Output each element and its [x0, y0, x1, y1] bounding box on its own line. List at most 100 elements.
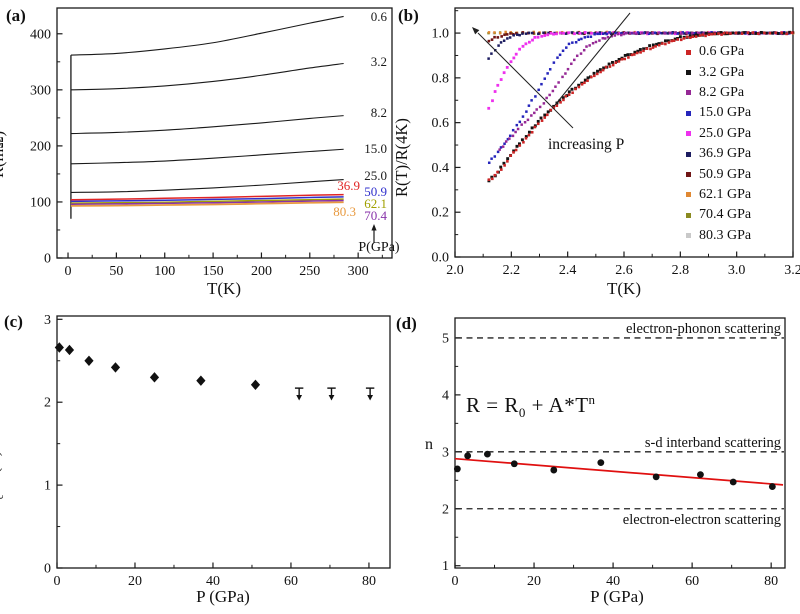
legend-entry-50.9GPa: 50.9 GPa [686, 164, 751, 184]
data-point [636, 49, 640, 53]
data-point [579, 52, 583, 55]
data-point [610, 34, 613, 38]
data-point [546, 72, 549, 75]
legend-swatch [686, 90, 691, 96]
data-point [630, 53, 634, 57]
data-point [604, 65, 608, 69]
y-tick-label: 4 [442, 388, 449, 403]
data-point [533, 35, 537, 39]
tc-diamond-point [149, 372, 160, 383]
data-point [504, 30, 507, 34]
data-point [620, 57, 624, 61]
data-point [663, 32, 667, 35]
data-point [672, 39, 676, 42]
panel-c-xlabel: P (GPa) [196, 587, 250, 606]
data-point [514, 130, 517, 134]
legend-label: 8.2 GPa [699, 84, 745, 100]
data-point [496, 36, 500, 39]
data-point [546, 113, 549, 117]
data-point [651, 46, 655, 49]
panel-b: 2.0 2.2 2.4 2.6 2.8 3.0 3.2 0.0 0.2 0.4 0.6 0.8 1.0 [432, 7, 800, 278]
data-point [493, 31, 496, 34]
data-point [521, 115, 525, 118]
data-point [613, 34, 617, 37]
legend-swatch [686, 212, 691, 218]
data-point [491, 177, 494, 181]
limit-arrow-head [328, 395, 335, 401]
data-point [588, 31, 592, 35]
data-point [490, 175, 494, 179]
data-point [704, 34, 707, 38]
data-point [598, 39, 601, 42]
y-tick-label: 2 [44, 396, 51, 411]
panel-d-ylabel: n [425, 436, 433, 453]
data-point [759, 30, 763, 34]
panel-d: 0 20 40 60 80 1 2 3 4 5 [442, 317, 786, 589]
data-point [678, 31, 682, 35]
y-tick-label: 0.6 [432, 116, 450, 131]
annotation-line [554, 12, 631, 106]
data-point [657, 42, 661, 46]
data-point [688, 34, 692, 38]
data-point [518, 142, 521, 146]
tc-upper-limit-marker [327, 387, 336, 401]
panel-d-letter: (d) [396, 314, 417, 333]
data-point [678, 35, 682, 39]
resistance-curve-50.9GPa [70, 196, 344, 203]
data-point [649, 47, 652, 51]
data-point [561, 49, 565, 53]
data-point [780, 31, 783, 35]
data-point [764, 31, 768, 35]
data-point [546, 110, 550, 114]
data-point [740, 32, 744, 35]
tc-diamond-point [64, 344, 75, 356]
y-tick-label: 0 [44, 562, 51, 577]
curve-label-80.3: 80.3 [333, 204, 356, 219]
data-point [536, 122, 540, 126]
data-point [710, 32, 713, 36]
data-point [596, 69, 599, 73]
tc-subscript: c [0, 495, 6, 499]
data-point [577, 38, 581, 42]
data-point [499, 41, 503, 44]
exponent-data-point [697, 471, 704, 479]
data-point [722, 31, 726, 35]
limit-arrow-head [296, 395, 303, 401]
data-point [508, 137, 511, 140]
data-point [601, 32, 605, 35]
data-point [555, 104, 559, 108]
x-tick-label: 20 [527, 574, 541, 589]
data-point [676, 32, 679, 35]
tc-upper-limit-marker [294, 387, 304, 401]
panel-a-ylabel: R(mΩ) [0, 130, 7, 178]
data-point [549, 31, 553, 35]
data-point [564, 94, 568, 98]
data-point [515, 123, 519, 127]
data-point [487, 106, 491, 110]
data-point [515, 32, 518, 35]
data-point [774, 31, 777, 34]
legend-label: 0.6 GPa [699, 44, 745, 60]
x-tick-label: 2.4 [559, 263, 577, 278]
data-point [657, 31, 661, 35]
data-point [527, 31, 531, 35]
data-point [564, 72, 567, 75]
data-point [700, 31, 703, 34]
pressure-arrow-head [371, 224, 377, 231]
data-point [642, 31, 645, 35]
data-point [619, 32, 623, 35]
data-point [585, 45, 588, 48]
data-point [630, 32, 634, 35]
x-tick-label: 2.8 [672, 263, 690, 278]
data-point [548, 93, 551, 97]
data-point [496, 170, 499, 174]
data-point [559, 101, 562, 104]
data-point [694, 33, 698, 37]
data-point [543, 34, 547, 37]
data-point [506, 37, 509, 40]
legend-swatch [686, 49, 691, 55]
data-point [586, 76, 590, 80]
data-point [554, 85, 557, 88]
electron-electron-label: electron-electron scattering [622, 512, 781, 528]
data-point [573, 58, 576, 62]
